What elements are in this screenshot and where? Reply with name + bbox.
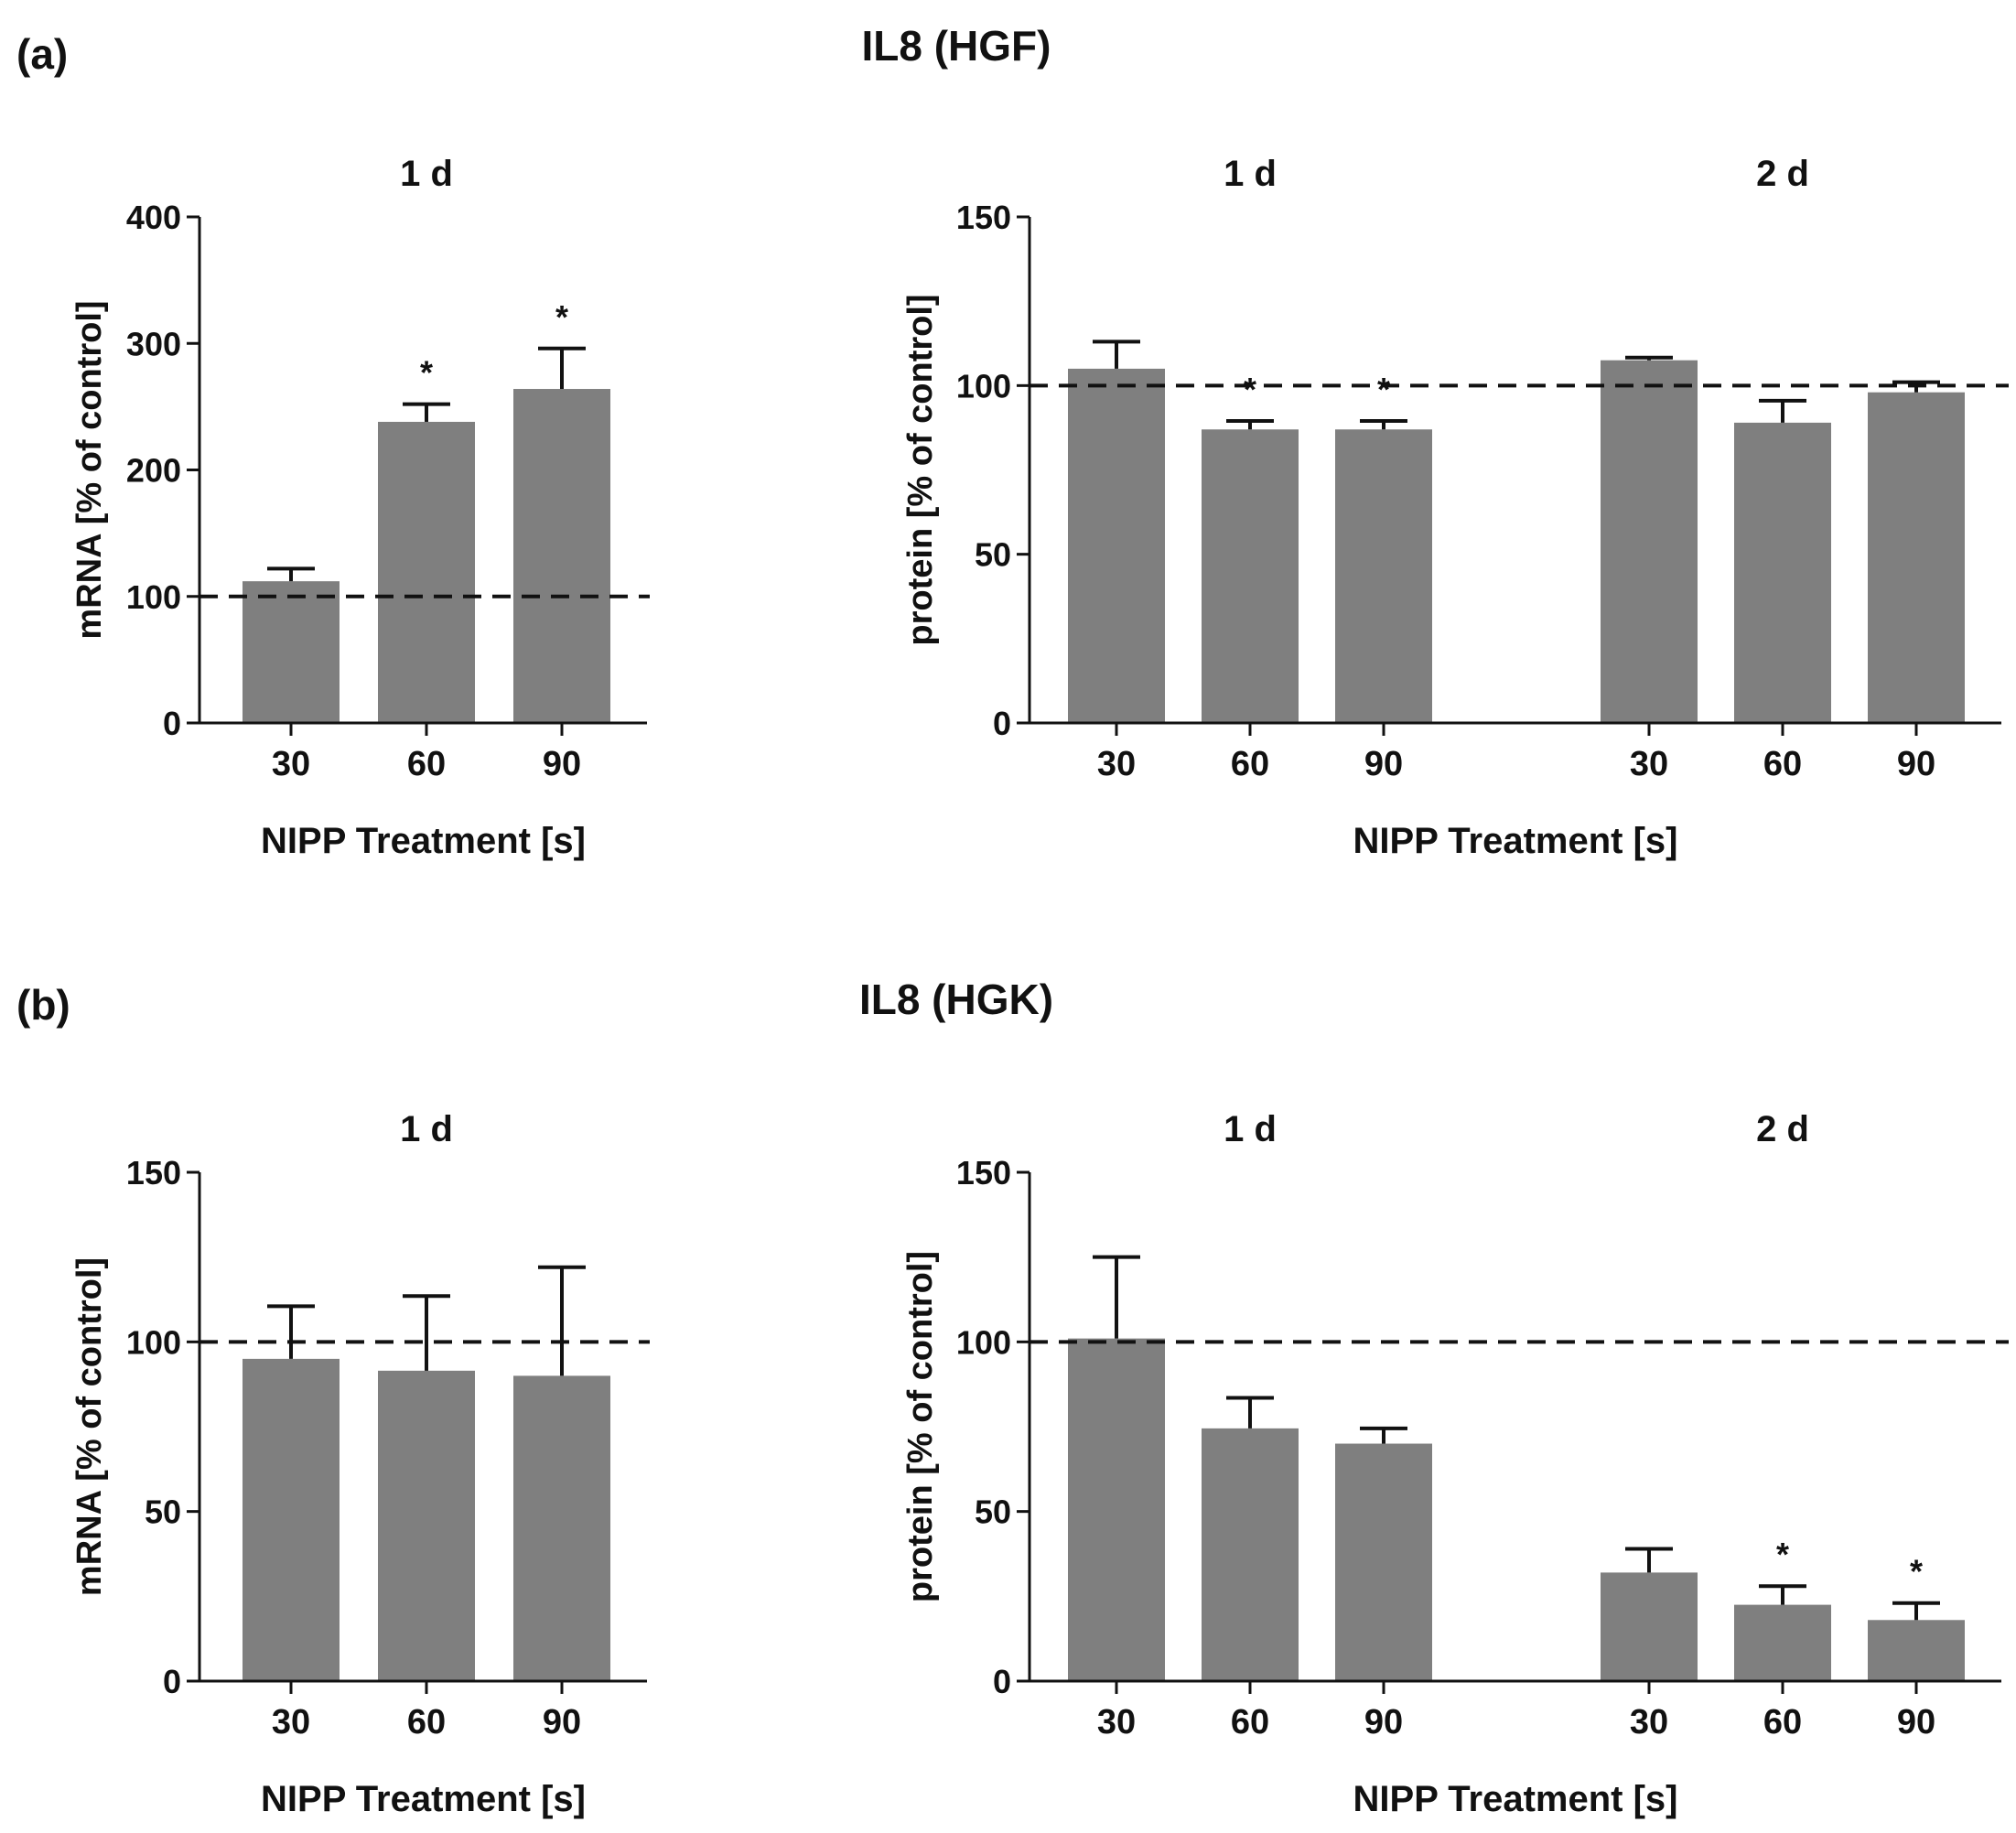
x-axis-title-a-mrna: NIPP Treatment [s] — [261, 821, 586, 861]
x-tick-label-a-protein-0-0: 30 — [1097, 745, 1136, 783]
y-tick-label-b-protein-1: 50 — [975, 1493, 1011, 1531]
x-tick-label-b-protein-1-2: 90 — [1897, 1703, 1935, 1741]
bar-a-mrna-1d-90 — [513, 389, 610, 723]
bar-a-protein-1d-90 — [1335, 429, 1432, 723]
bar-a-protein-2d-30 — [1601, 360, 1698, 723]
bar-b-mrna-1d-90 — [513, 1375, 610, 1681]
y-tick-label-a-mrna-1: 100 — [126, 578, 181, 616]
y-axis-title-b-protein: protein [% of control] — [901, 1251, 940, 1602]
x-tick-label-a-mrna-0-0: 30 — [272, 745, 310, 783]
y-tick-label-a-protein-2: 100 — [956, 367, 1011, 404]
x-tick-label-a-protein-0-2: 90 — [1364, 745, 1403, 783]
x-tick-label-b-protein-0-0: 30 — [1097, 1703, 1136, 1741]
panel-b-title: IL8 (HGK) — [859, 976, 1053, 1023]
x-tick-label-a-mrna-0-1: 60 — [407, 745, 446, 783]
significance-marker-b-protein-1-2: * — [1910, 1553, 1923, 1590]
bar-b-protein-1d-60 — [1202, 1428, 1299, 1681]
bar-b-mrna-1d-30 — [243, 1358, 340, 1681]
group-title-b-protein-1: 2 d — [1756, 1109, 1809, 1149]
y-tick-label-a-mrna-0: 0 — [163, 705, 181, 742]
bar-a-mrna-1d-60 — [378, 421, 475, 723]
x-tick-label-a-mrna-0-2: 90 — [543, 745, 581, 783]
y-tick-label-b-mrna-2: 100 — [126, 1323, 181, 1361]
bar-b-protein-1d-90 — [1335, 1443, 1432, 1681]
y-axis-title-a-protein: protein [% of control] — [901, 294, 940, 645]
significance-marker-a-protein-0-1: * — [1244, 371, 1256, 408]
y-tick-label-b-mrna-3: 150 — [126, 1154, 181, 1191]
y-tick-label-b-protein-2: 100 — [956, 1323, 1011, 1361]
significance-marker-b-protein-1-1: * — [1776, 1536, 1789, 1573]
y-tick-label-b-protein-0: 0 — [993, 1663, 1011, 1700]
group-title-a-protein-1: 2 d — [1756, 154, 1809, 194]
group-title-b-mrna-0: 1 d — [400, 1109, 453, 1149]
x-tick-label-b-mrna-0-1: 60 — [407, 1703, 446, 1741]
x-tick-label-a-protein-1-1: 60 — [1763, 745, 1802, 783]
panel-b-label: (b) — [16, 981, 70, 1029]
bar-b-protein-2d-30 — [1601, 1572, 1698, 1681]
bar-a-protein-1d-30 — [1068, 368, 1165, 723]
significance-marker-a-mrna-0-1: * — [420, 354, 433, 392]
y-tick-label-a-mrna-4: 400 — [126, 199, 181, 236]
y-tick-label-a-protein-0: 0 — [993, 705, 1011, 742]
x-tick-label-b-protein-1-0: 30 — [1630, 1703, 1668, 1741]
significance-marker-a-protein-0-2: * — [1377, 371, 1390, 408]
group-title-a-mrna-0: 1 d — [400, 154, 453, 194]
significance-marker-a-mrna-0-2: * — [555, 298, 568, 336]
y-tick-label-a-protein-3: 150 — [956, 199, 1011, 236]
bar-a-protein-1d-60 — [1202, 429, 1299, 723]
x-tick-label-b-mrna-0-2: 90 — [543, 1703, 581, 1741]
y-tick-label-a-mrna-3: 300 — [126, 325, 181, 362]
bar-b-protein-2d-90 — [1868, 1620, 1965, 1681]
x-tick-label-b-mrna-0-0: 30 — [272, 1703, 310, 1741]
group-title-b-protein-0: 1 d — [1224, 1109, 1277, 1149]
bar-b-protein-1d-30 — [1068, 1338, 1165, 1681]
x-axis-title-a-protein: NIPP Treatment [s] — [1353, 821, 1678, 861]
bar-b-protein-2d-60 — [1734, 1604, 1831, 1681]
x-tick-label-b-protein-0-2: 90 — [1364, 1703, 1403, 1741]
x-tick-label-b-protein-1-1: 60 — [1763, 1703, 1802, 1741]
x-tick-label-a-protein-1-2: 90 — [1897, 745, 1935, 783]
group-title-a-protein-0: 1 d — [1224, 154, 1277, 194]
x-tick-label-b-protein-0-1: 60 — [1231, 1703, 1269, 1741]
y-tick-label-a-protein-1: 50 — [975, 536, 1011, 574]
y-tick-label-b-protein-3: 150 — [956, 1154, 1011, 1191]
y-tick-label-b-mrna-0: 0 — [163, 1663, 181, 1700]
panel-a-title: IL8 (HGF) — [862, 22, 1051, 70]
y-axis-title-a-mrna: mRNA [% of control] — [70, 300, 109, 639]
x-axis-title-b-mrna: NIPP Treatment [s] — [261, 1779, 586, 1819]
bar-b-mrna-1d-60 — [378, 1370, 475, 1681]
bar-a-mrna-1d-30 — [243, 581, 340, 723]
y-axis-title-b-mrna: mRNA [% of control] — [70, 1257, 109, 1596]
x-tick-label-a-protein-1-0: 30 — [1630, 745, 1668, 783]
bar-a-protein-2d-60 — [1734, 422, 1831, 723]
y-tick-label-b-mrna-1: 50 — [145, 1493, 181, 1531]
bar-a-protein-2d-90 — [1868, 392, 1965, 723]
y-tick-label-a-mrna-2: 200 — [126, 452, 181, 490]
x-tick-label-a-protein-0-1: 60 — [1231, 745, 1269, 783]
panel-a-label: (a) — [16, 30, 68, 78]
x-axis-title-b-protein: NIPP Treatment [s] — [1353, 1779, 1678, 1819]
